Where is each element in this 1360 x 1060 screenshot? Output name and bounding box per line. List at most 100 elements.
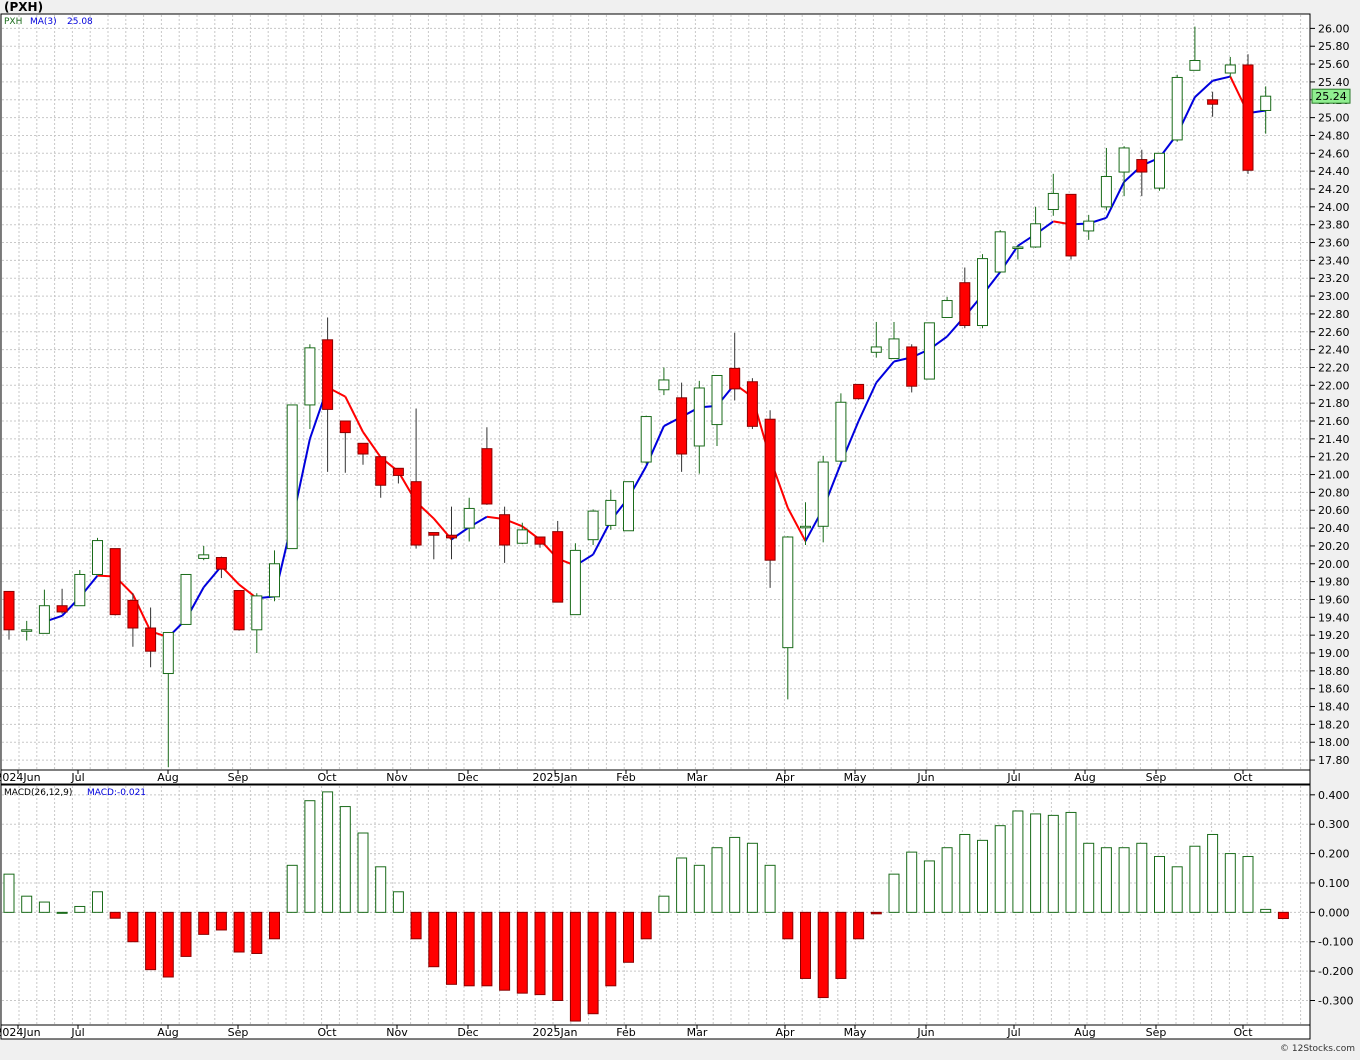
macd-bar-positive — [3, 873, 15, 913]
macd-bar-positive — [693, 864, 705, 913]
candle — [569, 543, 581, 616]
candle-body-up — [1047, 192, 1059, 211]
ma-segment — [344, 396, 364, 433]
candle — [623, 481, 634, 532]
macd-bar-positive — [92, 891, 103, 913]
macd-bar-positive — [1154, 856, 1165, 913]
price-y-tick-label: 18.80 — [1318, 665, 1350, 678]
macd-bar-positive — [676, 857, 688, 913]
candle — [446, 506, 457, 560]
macd-bar-positive — [286, 864, 298, 913]
candle-body-up — [658, 379, 670, 391]
candle — [21, 620, 33, 641]
candle-body-up — [198, 554, 210, 559]
candle — [392, 467, 404, 484]
candle — [817, 455, 829, 543]
x-tick-label: May — [844, 1026, 867, 1039]
macd-bar-positive — [357, 832, 369, 913]
candle — [56, 588, 68, 614]
macd-bar-negative — [534, 911, 546, 996]
candle-body-down — [959, 282, 971, 327]
x-tick-label: 2025Jan — [533, 771, 578, 784]
candle-body-down — [1065, 193, 1077, 257]
candle-body-up — [1224, 64, 1236, 74]
candle-body-up — [1260, 95, 1272, 111]
price-y-tick-label: 19.20 — [1318, 629, 1350, 642]
macd-bar-negative — [853, 911, 865, 940]
candle — [1154, 152, 1165, 191]
candle-body-up — [870, 346, 882, 353]
candle — [534, 536, 546, 548]
x-tick-label: Nov — [386, 771, 408, 784]
price-x-labels: 2024Jun Jul Aug Sep Oct Nov Dec 2025Jan Feb Mar Ap… — [0, 770, 1253, 784]
macd-bar-positive — [392, 891, 404, 913]
candle-body-down — [357, 442, 369, 455]
candle — [1189, 26, 1201, 71]
macd-bar-positive — [1065, 811, 1077, 913]
candle-body-up — [1118, 147, 1130, 173]
candle-body-down — [109, 548, 121, 616]
candle — [1242, 54, 1254, 174]
candle-body-down — [322, 339, 334, 410]
candle — [906, 344, 918, 393]
candle — [729, 332, 741, 401]
macd-bar-negative — [1277, 911, 1289, 920]
price-y-tick-label: 25.80 — [1318, 40, 1350, 53]
macd-bar-positive — [1118, 847, 1130, 913]
candle-body-down — [1207, 99, 1219, 105]
candle-body-down — [729, 367, 741, 390]
macd-x-labels: 2024Jun Jul Aug Sep Oct Nov Dec 2025Jan Feb Mar Ap… — [0, 1025, 1253, 1039]
macd-x-axis — [0, 1024, 1311, 1040]
candle — [3, 590, 15, 640]
x-tick-label: Sep — [228, 1026, 249, 1039]
macd-y-tick-label: -0.200 — [1318, 965, 1353, 978]
price-grid — [2, 15, 1309, 769]
candle — [410, 408, 422, 549]
candle-body-down — [428, 532, 440, 536]
candle — [499, 506, 511, 563]
candle-body-down — [3, 590, 15, 631]
ma-segment — [1212, 75, 1231, 82]
x-tick-label: Dec — [457, 1026, 478, 1039]
candle — [711, 374, 723, 446]
candle — [552, 520, 564, 603]
price-plot-area — [0, 13, 1311, 771]
price-y-tick-label: 23.60 — [1318, 237, 1350, 250]
candle — [658, 367, 670, 396]
macd-bar-positive — [1100, 847, 1112, 913]
candle-body-up — [1171, 76, 1183, 141]
macd-bar-positive — [1242, 856, 1254, 913]
macd-bar-negative — [587, 911, 599, 1015]
price-y-tick-label: 25.60 — [1318, 58, 1350, 71]
candle-body-up — [1189, 60, 1201, 71]
x-tick-label: Sep — [1146, 771, 1167, 784]
macd-bar-positive — [1136, 842, 1148, 913]
macd-bar-negative — [251, 911, 263, 954]
price-y-tick-label: 22.40 — [1318, 344, 1350, 357]
macd-bar-negative — [145, 911, 157, 971]
macd-bar-negative — [446, 911, 457, 985]
x-tick-label: Nov — [386, 1026, 408, 1039]
price-y-tick-label: 21.40 — [1318, 433, 1350, 446]
macd-bar-positive — [888, 873, 900, 913]
macd-bar-positive — [729, 836, 741, 913]
macd-y-tick-label: 0.100 — [1318, 877, 1350, 890]
candle-body-up — [587, 510, 599, 541]
macd-bar-positive — [994, 825, 1006, 913]
candle-body-down — [446, 534, 457, 539]
macd-bar-negative — [640, 911, 652, 940]
candle-body-down — [392, 467, 404, 476]
candle-body-up — [569, 549, 581, 616]
macd-bar-negative — [269, 911, 280, 940]
candle-body-up — [92, 540, 103, 575]
candle — [357, 442, 369, 465]
candle — [1065, 193, 1077, 260]
candle — [676, 382, 688, 472]
candle — [322, 317, 334, 472]
candle — [180, 573, 192, 625]
candle — [463, 497, 475, 542]
macd-y-axis: 0.400 0.300 0.200 0.100 0.000 -0.100 -0.200 -0.… — [1310, 789, 1353, 1007]
candle-body-down — [127, 599, 139, 629]
macd-panel: 2024Jun Jul Aug Sep Oct Nov Dec 2025Jan Feb Mar Ap… — [0, 784, 1353, 1040]
price-y-tick-label: 21.60 — [1318, 415, 1350, 428]
